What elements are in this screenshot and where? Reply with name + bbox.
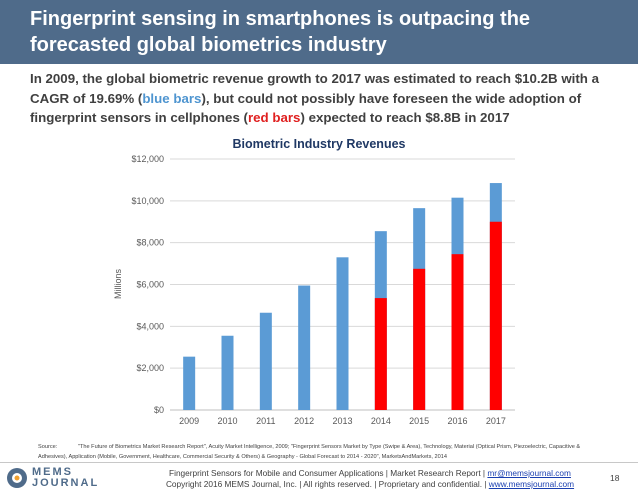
footer-line-1: Fingerprint Sensors for Mobile and Consu… — [150, 468, 590, 479]
axis-labels: $0 $2,000 $4,000 $6,000 $8,000 $10,000 $12,000… — [131, 154, 505, 426]
source-text: "The Future of Biometrics Market Researc… — [38, 444, 581, 460]
footer-line-2-text: Copyright 2016 MEMS Journal, Inc. | All … — [165, 479, 489, 489]
biometric-revenue-bar — [336, 257, 349, 410]
footer-divider — [0, 462, 638, 463]
x-tick-label: 2009 — [179, 416, 199, 426]
fingerprint-revenue-bar — [489, 221, 502, 410]
subtitle-part-1: In 2009, the global biometric revenue gr… — [30, 71, 599, 106]
x-tick-label: 2017 — [486, 416, 506, 426]
bars — [183, 183, 502, 410]
y-tick-label: $4,000 — [136, 321, 164, 331]
footer-line-1-text: Fingerprint Sensors for Mobile and Consu… — [169, 468, 488, 478]
y-tick-label: $2,000 — [136, 363, 164, 373]
x-tick-label: 2016 — [447, 416, 467, 426]
footer-email-link[interactable]: mr@memsjournal.com — [487, 468, 571, 478]
x-tick-label: 2014 — [371, 416, 391, 426]
biometric-revenue-bar — [259, 312, 272, 410]
source-note: Source: "The Future of Biometrics Market … — [38, 442, 598, 462]
source-label: Source: — [38, 444, 58, 450]
y-tick-label: $6,000 — [136, 280, 164, 290]
revenue-bar-chart: Biometric Industry Revenues Millions $0$… — [113, 137, 515, 426]
y-tick-label: $10,000 — [131, 196, 164, 206]
x-tick-label: 2013 — [332, 416, 352, 426]
subtitle-part-2: ), but could not possibly have foreseen … — [30, 90, 582, 126]
footer-text: Fingerprint Sensors for Mobile and Consu… — [150, 468, 590, 490]
y-tick-label: $8,000 — [136, 238, 164, 248]
slide-subtitle: In 2009, the global biometric revenue gr… — [30, 69, 630, 128]
title-bar: Fingerprint sensing in smartphones is ou… — [0, 0, 638, 64]
subtitle-red-bars: red bars — [247, 110, 301, 125]
x-tick-label: 2010 — [217, 416, 237, 426]
y-tick-label: $12,000 — [131, 154, 164, 164]
fingerprint-revenue-bar — [374, 298, 387, 410]
x-tick-label: 2012 — [294, 416, 314, 426]
subtitle-blue-bars: blue bars — [142, 90, 202, 106]
subtitle-part-3: ) expected to reach $8.8B in 2017 — [300, 110, 510, 125]
page-number: 18 — [610, 473, 620, 483]
logo-mark-icon — [7, 468, 27, 488]
biometric-revenue-bar — [183, 356, 196, 410]
fingerprint-revenue-bar — [451, 254, 464, 410]
slide-title: Fingerprint sensing in smartphones is ou… — [30, 8, 531, 56]
x-tick-label: 2011 — [256, 416, 275, 426]
footer-url-link[interactable]: www.memsjournal.com — [488, 479, 575, 489]
biometric-revenue-bar — [221, 335, 234, 410]
x-tick-label: 2015 — [409, 416, 429, 426]
footer-line-2: Copyright 2016 MEMS Journal, Inc. | All … — [150, 479, 590, 490]
biometric-revenue-bar — [298, 285, 311, 410]
fingerprint-revenue-bar — [413, 268, 426, 410]
y-axis-label: Millions — [113, 269, 123, 300]
logo-text-bottom: JOURNAL — [32, 477, 100, 489]
y-tick-label: $0 — [154, 405, 164, 415]
mems-journal-logo: MEMS JOURNAL — [6, 466, 126, 490]
chart-title: Biometric Industry Revenues — [233, 137, 406, 151]
logo-text-top: MEMS — [32, 466, 73, 478]
